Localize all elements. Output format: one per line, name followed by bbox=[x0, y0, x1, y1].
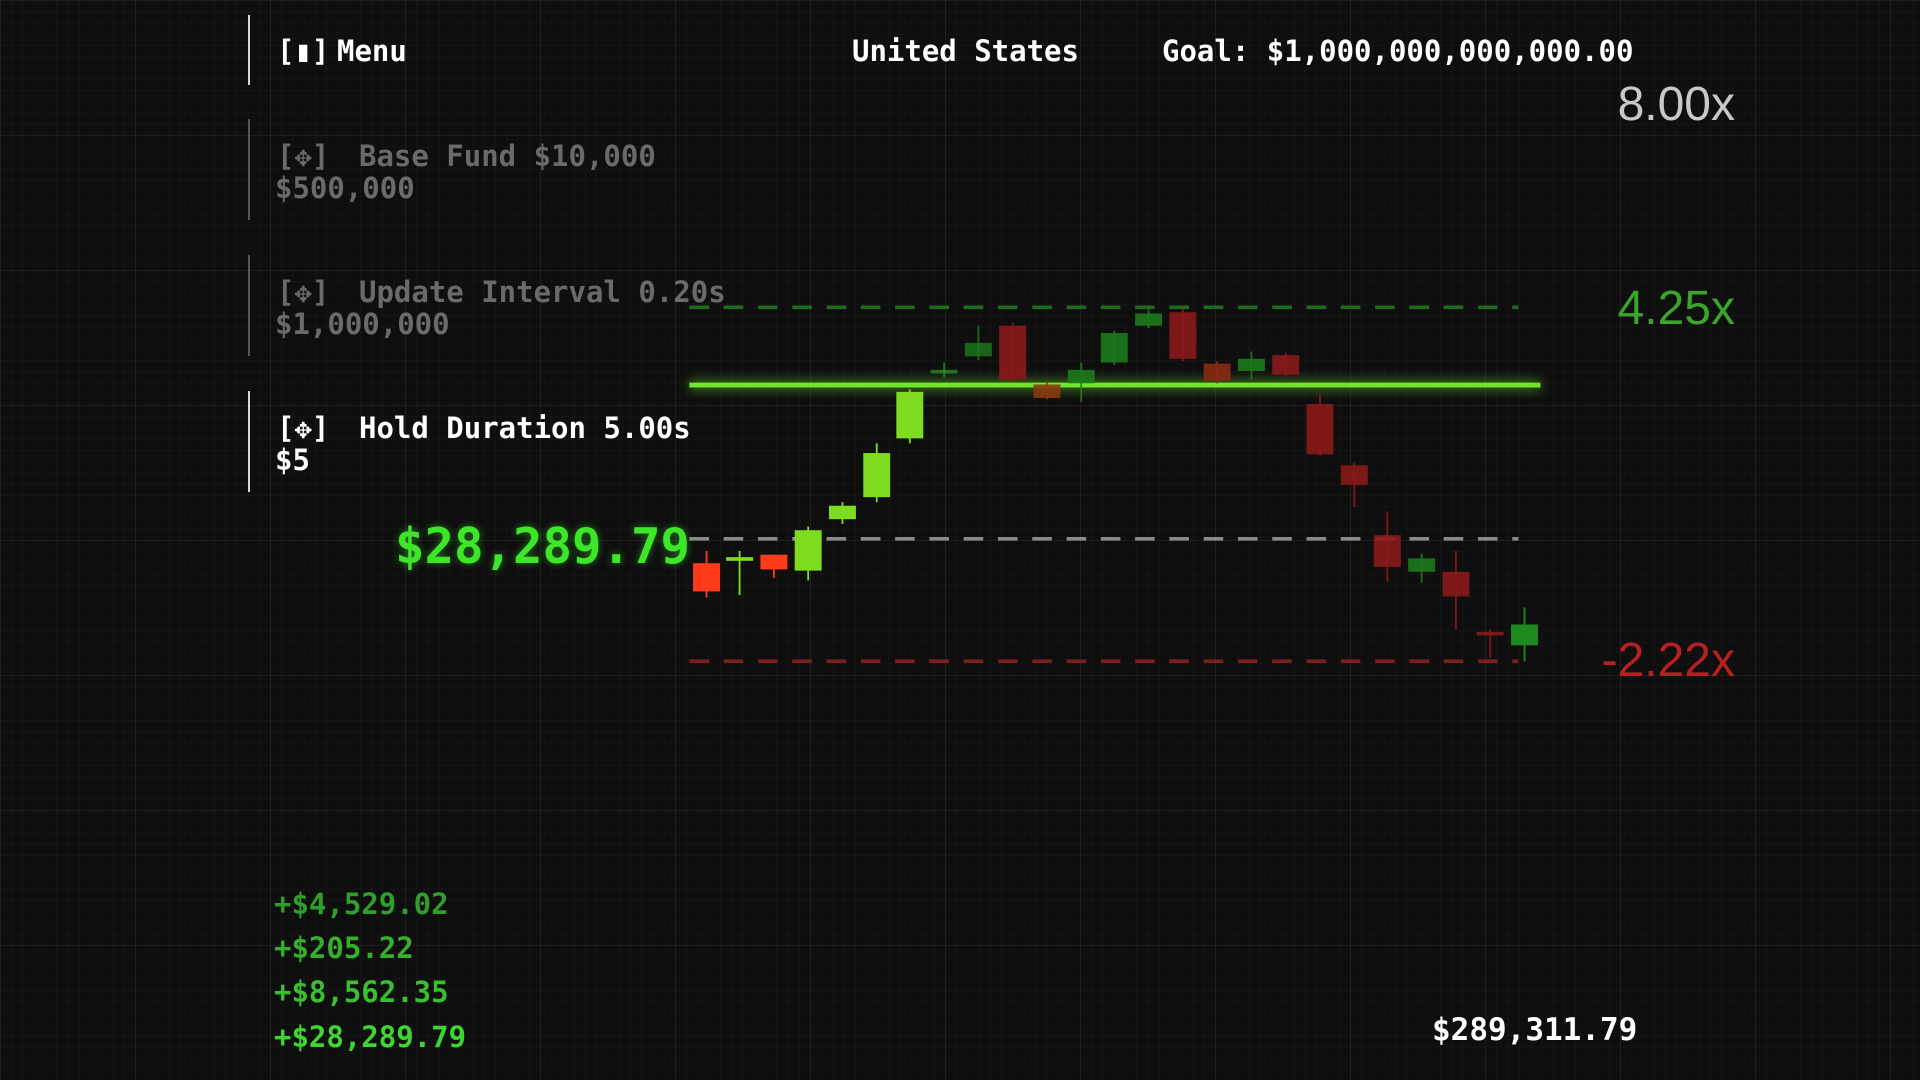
upgrade-label[interactable]: [✥] Hold Duration 5.00s bbox=[277, 411, 691, 445]
candle-body bbox=[863, 453, 891, 498]
divider bbox=[248, 391, 250, 492]
country: United States bbox=[852, 34, 1079, 68]
candle-body bbox=[693, 563, 721, 592]
candle-body bbox=[760, 554, 788, 570]
candle-body bbox=[1306, 404, 1334, 455]
upgrade-text[interactable]: Hold Duration 5.00s bbox=[359, 411, 691, 445]
candle-body bbox=[964, 342, 992, 357]
candle-body bbox=[930, 369, 958, 374]
total: $289,311.79 bbox=[1432, 1012, 1638, 1048]
upgrade-label[interactable]: [✥] Update Interval 0.20s bbox=[277, 275, 726, 309]
candle-body bbox=[1373, 535, 1401, 567]
candle-body bbox=[896, 391, 924, 439]
divider bbox=[248, 255, 250, 356]
candle-body bbox=[1135, 313, 1163, 326]
candle-body bbox=[1408, 558, 1436, 572]
candle-body bbox=[1169, 312, 1197, 359]
candle-body bbox=[1100, 333, 1128, 363]
gain: +$28,289.79 bbox=[274, 1020, 467, 1054]
candle-body bbox=[1442, 571, 1470, 597]
candles bbox=[689, 305, 1541, 664]
current-value: $28,289.79 bbox=[395, 518, 691, 575]
candle-body bbox=[999, 325, 1027, 380]
candle-body bbox=[1476, 631, 1504, 636]
multiplier-lower: -2.22x bbox=[1601, 634, 1735, 687]
upgrade-cost: $1,000,000 bbox=[275, 307, 450, 341]
gain: +$8,562.35 bbox=[274, 975, 449, 1009]
upgrade-cost: $5 bbox=[275, 443, 310, 477]
candle-body bbox=[794, 530, 822, 571]
upgrade-text[interactable]: Base Fund $10,000 bbox=[359, 139, 656, 173]
candle-body bbox=[1237, 358, 1265, 372]
candle-body bbox=[1340, 465, 1368, 485]
menu-key[interactable]: [▮] Menu bbox=[277, 34, 407, 68]
candle-body bbox=[1203, 363, 1231, 381]
menu-label[interactable]: Menu bbox=[337, 34, 407, 68]
divider bbox=[248, 119, 250, 220]
candle-body bbox=[1511, 624, 1538, 646]
multiplier-top: 8.00x bbox=[1617, 78, 1735, 131]
gain: +$205.22 bbox=[274, 931, 414, 965]
divider bbox=[248, 15, 250, 85]
candle-body bbox=[1067, 369, 1095, 384]
candle-body bbox=[828, 505, 856, 520]
multiplier-upper: 4.25x bbox=[1617, 282, 1735, 335]
candle-body bbox=[1033, 384, 1061, 398]
upgrade-label[interactable]: [✥] Base Fund $10,000 bbox=[277, 139, 656, 173]
candle-body bbox=[1272, 355, 1300, 375]
upgrade-text[interactable]: Update Interval 0.20s bbox=[359, 275, 726, 309]
upgrade-cost: $500,000 bbox=[275, 171, 415, 205]
gain: +$4,529.02 bbox=[274, 887, 449, 921]
goal: Goal: $1,000,000,000,000.00 bbox=[1162, 34, 1634, 68]
candle-body bbox=[726, 557, 754, 561]
